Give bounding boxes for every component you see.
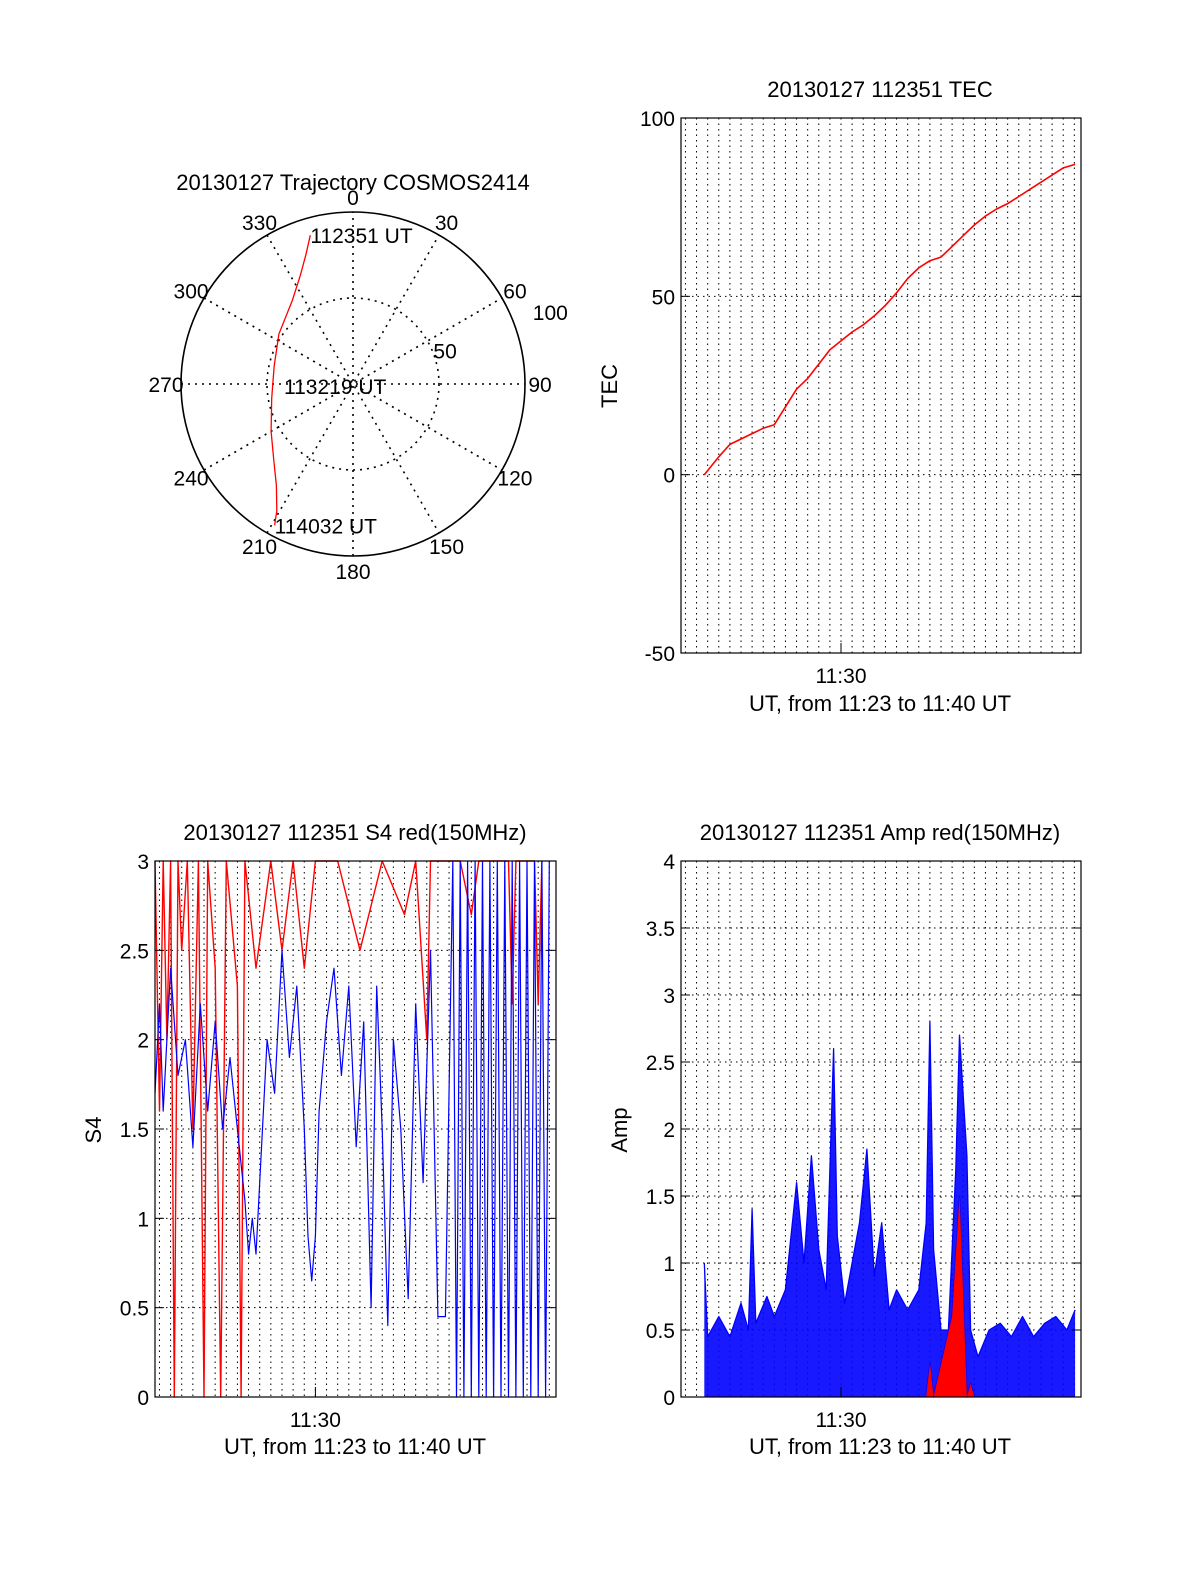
- s4-xtick-label: 11:30: [290, 1409, 341, 1432]
- polar-azimuth-label: 60: [503, 281, 526, 304]
- tec-ylabel: TEC: [597, 364, 622, 408]
- polar-time-annotation: 114032 UT: [275, 515, 378, 538]
- polar-azimuth-label: 120: [497, 468, 532, 491]
- polar-spoke: [266, 234, 440, 534]
- amp-ytick-label: 0: [663, 1387, 675, 1410]
- tec-title: 20130127 112351 TEC: [767, 77, 993, 102]
- amp-tick-labels: 0 0.5 1 1.5 2 2.5 3 3.5 4 11:30: [646, 851, 1081, 1432]
- amp-ylabel: Amp: [607, 1107, 632, 1152]
- polar-azimuth-label: 270: [148, 374, 183, 397]
- s4-ytick-label: 0: [137, 1387, 149, 1410]
- amp-xtick-label: 11:30: [816, 1409, 867, 1432]
- s4-ytick-label: 3: [137, 851, 149, 874]
- polar-time-annotation: 113219 UT: [284, 376, 387, 399]
- s4-ytick-label: 0.5: [120, 1298, 149, 1321]
- polar-azimuth-label: 90: [528, 374, 551, 397]
- polar-spoke: [203, 297, 503, 471]
- tec-ytick-label: 100: [640, 108, 675, 131]
- tec-xtick-label: 11:30: [816, 665, 867, 688]
- s4-ytick-label: 2.5: [120, 940, 149, 963]
- s4-series-line: [154, 860, 550, 1398]
- amp-series-line: [703, 1021, 1076, 1358]
- tec-series: [703, 163, 1076, 476]
- amp-series-area: [704, 1021, 1076, 1397]
- tec-series-line: [703, 163, 1076, 476]
- amp-series-area: [926, 1196, 975, 1397]
- polar-azimuth-label: 210: [242, 536, 277, 559]
- s4-ytick-label: 1.5: [120, 1119, 149, 1142]
- polar-chart: 20130127 Trajectory COSMOS2414 0 30 60 90 12…: [148, 170, 567, 584]
- tec-plot-frame: [680, 117, 1082, 654]
- tec-grid: [681, 118, 1081, 653]
- amp-xlabel: UT, from 11:23 to 11:40 UT: [749, 1434, 1011, 1459]
- polar-grid: [180, 211, 526, 557]
- polar-azimuth-label: 180: [335, 561, 370, 584]
- polar-radial-label: 100: [533, 302, 568, 325]
- s4-tick-labels: 0 0.5 1 1.5 2 2.5 3 11:30: [120, 851, 556, 1432]
- polar-azimuth-label: 30: [435, 212, 458, 235]
- amp-ytick-label: 2.5: [646, 1052, 675, 1075]
- amp-ytick-label: 2: [663, 1119, 675, 1142]
- tec-xlabel: UT, from 11:23 to 11:40 UT: [749, 691, 1011, 716]
- polar-azimuth-label: 300: [174, 281, 209, 304]
- s4-title: 20130127 112351 S4 red(150MHz): [183, 820, 526, 845]
- polar-azimuth-label: 240: [174, 468, 209, 491]
- amp-chart: 20130127 112351 Amp red(150MHz) 0 0.5 1 1.5…: [607, 820, 1082, 1459]
- polar-title: 20130127 Trajectory COSMOS2414: [176, 170, 529, 195]
- s4-ytick-label: 1: [137, 1208, 149, 1231]
- amp-ytick-label: 1.5: [646, 1186, 675, 1209]
- amp-ytick-label: 1: [663, 1253, 675, 1276]
- s4-series: [154, 860, 550, 1398]
- amp-series: [703, 1021, 1076, 1398]
- tec-ytick-label: -50: [645, 643, 675, 666]
- amp-ytick-label: 4: [663, 851, 675, 874]
- polar-azimuth-label: 150: [429, 536, 464, 559]
- s4-ylabel: S4: [81, 1117, 106, 1144]
- polar-time-annotation: 112351 UT: [310, 225, 413, 248]
- tec-chart: 20130127 112351 TEC -50 0 50 100 11:30 UT, f…: [597, 77, 1082, 716]
- amp-title: 20130127 112351 Amp red(150MHz): [700, 820, 1060, 845]
- polar-spoke: [266, 234, 440, 534]
- polar-annotations: 112351 UT 113219 UT 114032 UT: [275, 225, 413, 538]
- s4-chart: 20130127 112351 S4 red(150MHz) 0 0.5 1 1.5 2…: [81, 820, 557, 1459]
- amp-ytick-label: 3: [663, 985, 675, 1008]
- polar-spoke: [203, 297, 503, 471]
- tec-ytick-label: 50: [652, 286, 675, 309]
- polar-radial-label: 50: [433, 340, 456, 363]
- amp-ytick-label: 3.5: [646, 918, 675, 941]
- s4-xlabel: UT, from 11:23 to 11:40 UT: [224, 1434, 486, 1459]
- polar-azimuth-label: 330: [242, 212, 277, 235]
- tec-tick-labels: -50 0 50 100 11:30: [640, 108, 1081, 688]
- s4-ytick-label: 2: [137, 1030, 149, 1053]
- tec-ytick-label: 0: [663, 465, 675, 488]
- polar-azimuth-label: 0: [347, 187, 359, 210]
- polar-track: [270, 235, 311, 526]
- polar-azimuth-labels: 0 30 60 90 120 150 180 210 240 270 300 330 50 100: [148, 187, 567, 584]
- polar-track-line: [270, 235, 311, 526]
- amp-ytick-label: 0.5: [646, 1320, 675, 1343]
